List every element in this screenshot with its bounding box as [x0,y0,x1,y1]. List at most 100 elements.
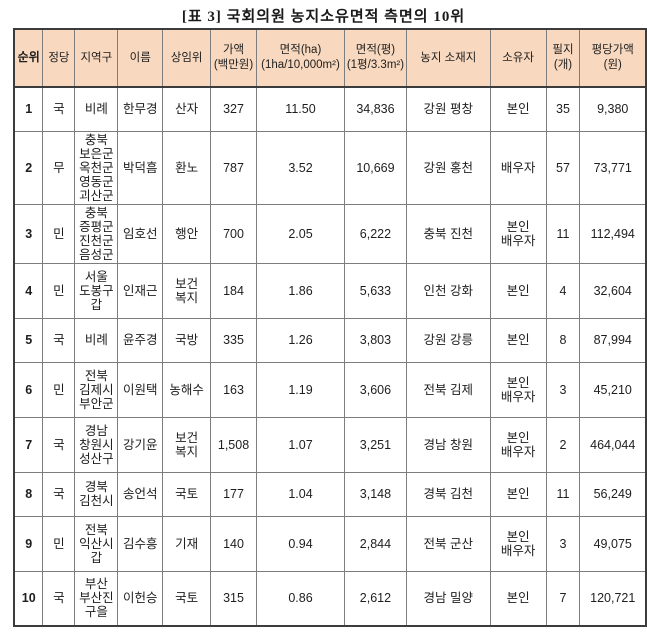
column-header-district: 지역구 [74,28,119,88]
cell-committee: 기재 [162,515,212,572]
cell-rank: 4 [13,262,44,319]
cell-party: 국 [42,86,76,132]
cell-owner: 본인 배우자 [489,361,547,418]
cell-area-ha: 0.86 [256,570,345,627]
cell-parcels: 11 [545,471,581,517]
cell-value-million-won: 335 [210,317,257,363]
cell-area-pyeong: 3,251 [343,416,407,473]
cell-value-million-won: 184 [210,262,257,319]
cell-party: 무 [42,130,76,205]
cell-price-per-pyeong: 49,075 [579,515,647,572]
table-row: 1 국 비례 한무경 산자 327 11.50 34,836 강원 평창 본인 35 9,380 [13,86,647,132]
cell-area-ha: 1.86 [256,262,345,319]
cell-committee: 국토 [162,471,212,517]
cell-name: 임호선 [117,203,164,264]
cell-committee: 국토 [162,570,212,627]
cell-value-million-won: 700 [210,203,257,264]
cell-farmland-location: 강원 강릉 [405,317,491,363]
cell-owner: 본인 [489,471,547,517]
cell-area-pyeong: 6,222 [343,203,407,264]
cell-farmland-location: 경남 밀양 [405,570,491,627]
cell-area-pyeong: 3,803 [343,317,407,363]
cell-value-million-won: 787 [210,130,257,205]
cell-owner: 본인 [489,86,547,132]
cell-parcels: 11 [545,203,581,264]
cell-area-ha: 0.94 [256,515,345,572]
column-header-name: 이름 [117,28,164,88]
cell-area-ha: 3.52 [256,130,345,205]
cell-area-pyeong: 3,606 [343,361,407,418]
cell-farmland-location: 전북 김제 [405,361,491,418]
table-row: 7 국 경남 창원시 성산구 강기윤 보건 복지 1,508 1.07 3,251 경남 창원 본… [13,416,647,473]
cell-farmland-location: 경북 김천 [405,471,491,517]
cell-owner: 본인 배우자 [489,515,547,572]
cell-parcels: 8 [545,317,581,363]
cell-price-per-pyeong: 120,721 [579,570,647,627]
table-body: 1 국 비례 한무경 산자 327 11.50 34,836 강원 평창 본인 35 9,380 2 무 충… [13,86,647,627]
cell-rank: 6 [13,361,44,418]
table-row: 5 국 비례 윤주경 국방 335 1.26 3,803 강원 강릉 본인 8 87,994 [13,317,647,363]
cell-area-ha: 2.05 [256,203,345,264]
table-row: 9 민 전북 익산시 갑 김수흥 기재 140 0.94 2,844 전북 군산 본인 배우자 3 4… [13,515,647,572]
cell-district: 서울 도봉구 갑 [74,262,119,319]
cell-committee: 보건 복지 [162,416,212,473]
header-row: 순위 정당 지역구 이름 상임위 가액 (백만원) 면적(ha) (1ha/10… [13,28,647,88]
column-header-owner: 소유자 [489,28,547,88]
cell-rank: 9 [13,515,44,572]
cell-party: 국 [42,570,76,627]
cell-district: 부산 부산진 구을 [74,570,119,627]
cell-party: 민 [42,361,76,418]
cell-name: 송언석 [117,471,164,517]
cell-district: 경북 김천시 [74,471,119,517]
cell-rank: 2 [13,130,44,205]
cell-committee: 국방 [162,317,212,363]
cell-farmland-location: 경남 창원 [405,416,491,473]
cell-price-per-pyeong: 73,771 [579,130,647,205]
cell-district: 전북 김제시 부안군 [74,361,119,418]
cell-district: 비례 [74,86,119,132]
cell-value-million-won: 1,508 [210,416,257,473]
cell-name: 이헌승 [117,570,164,627]
table-row: 10 국 부산 부산진 구을 이헌승 국토 315 0.86 2,612 경남 밀양 본인 7 120… [13,570,647,627]
cell-committee: 산자 [162,86,212,132]
table-row: 3 민 충북 증평군 진천군 음성군 임호선 행안 700 2.05 6,222 충북 진천 본인… [13,203,647,264]
cell-district: 전북 익산시 갑 [74,515,119,572]
column-header-area-ha: 면적(ha) (1ha/10,000m²) [256,28,345,88]
cell-price-per-pyeong: 464,044 [579,416,647,473]
cell-parcels: 3 [545,361,581,418]
column-header-value-million-won: 가액 (백만원) [210,28,257,88]
cell-rank: 7 [13,416,44,473]
cell-name: 박덕흠 [117,130,164,205]
cell-committee: 보건 복지 [162,262,212,319]
table-row: 8 국 경북 김천시 송언석 국토 177 1.04 3,148 경북 김천 본인 11 56,249 [13,471,647,517]
cell-district: 경남 창원시 성산구 [74,416,119,473]
column-header-area-pyeong: 면적(평) (1평/3.3m²) [343,28,407,88]
cell-area-pyeong: 2,612 [343,570,407,627]
cell-rank: 8 [13,471,44,517]
cell-farmland-location: 강원 홍천 [405,130,491,205]
cell-area-pyeong: 10,669 [343,130,407,205]
cell-district: 비례 [74,317,119,363]
cell-owner: 본인 배우자 [489,416,547,473]
cell-parcels: 4 [545,262,581,319]
cell-rank: 10 [13,570,44,627]
cell-price-per-pyeong: 9,380 [579,86,647,132]
cell-price-per-pyeong: 112,494 [579,203,647,264]
cell-rank: 1 [13,86,44,132]
cell-party: 민 [42,262,76,319]
cell-owner: 본인 [489,317,547,363]
cell-value-million-won: 327 [210,86,257,132]
cell-rank: 5 [13,317,44,363]
column-header-committee: 상임위 [162,28,212,88]
cell-owner: 배우자 [489,130,547,205]
column-header-farmland-location: 농지 소재지 [405,28,491,88]
column-header-parcels: 필지 (개) [545,28,581,88]
cell-parcels: 35 [545,86,581,132]
cell-owner: 본인 배우자 [489,203,547,264]
cell-owner: 본인 [489,262,547,319]
cell-farmland-location: 인천 강화 [405,262,491,319]
table-row: 2 무 충북 보은군 옥천군 영동군 괴산군 박덕흠 환노 787 3.52 10,669 강원… [13,130,647,205]
cell-value-million-won: 315 [210,570,257,627]
cell-district: 충북 보은군 옥천군 영동군 괴산군 [74,130,119,205]
